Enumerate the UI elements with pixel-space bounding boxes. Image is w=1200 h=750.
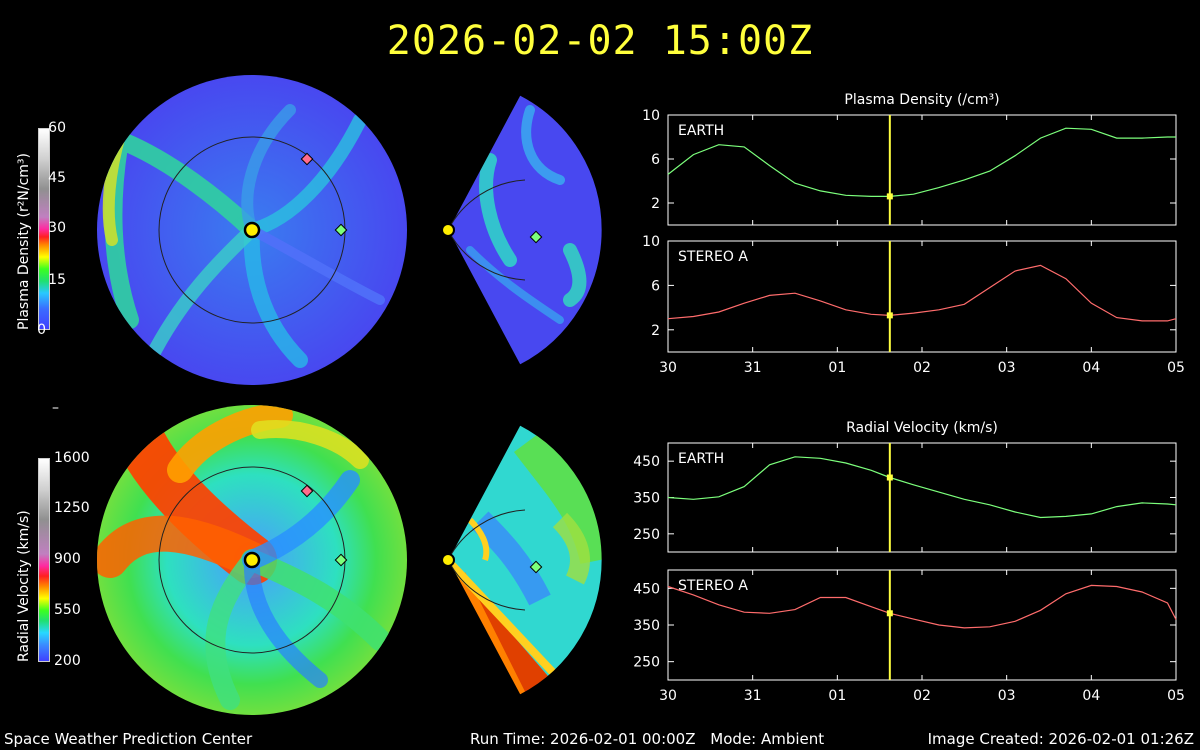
x-tick-label: 03 xyxy=(998,360,1016,376)
velocity-tick: 900 xyxy=(54,551,81,567)
density-meridional-wedge xyxy=(441,94,603,366)
y-tick-label: 250 xyxy=(633,527,660,543)
y-tick-label: 10 xyxy=(642,108,660,124)
density-tick: 30 xyxy=(48,220,66,236)
series-line xyxy=(667,264,1177,322)
density-tick: 60 xyxy=(48,120,66,136)
y-tick-label: 2 xyxy=(651,323,660,339)
footer-run-info: Run Time: 2026-02-01 00:00Z Mode: Ambien… xyxy=(470,730,834,748)
velocity-tick: 550 xyxy=(54,602,81,618)
panel-label: STEREO A xyxy=(678,249,748,265)
x-tick-label: 05 xyxy=(1167,360,1185,376)
panel-label: STEREO A xyxy=(678,578,748,594)
x-tick-label: 30 xyxy=(659,688,677,704)
velocity-tick: 1600 xyxy=(54,450,90,466)
y-tick-label: 350 xyxy=(633,618,660,634)
series-line xyxy=(667,584,1177,629)
series-line xyxy=(667,127,1176,197)
x-tick-label: 31 xyxy=(744,688,762,704)
panel-frame xyxy=(667,114,1177,226)
panel-label: EARTH xyxy=(678,123,724,139)
y-tick-label: 6 xyxy=(651,278,660,294)
velocity-ecliptic-disk xyxy=(97,405,407,715)
velocity-tick: 200 xyxy=(54,653,81,669)
panel-label: EARTH xyxy=(678,451,724,467)
velocity-meridional-wedge xyxy=(441,424,603,696)
cursor-marker xyxy=(886,193,893,200)
density-tick: 45 xyxy=(48,170,66,186)
y-tick-label: 350 xyxy=(633,491,660,507)
y-tick-label: 450 xyxy=(633,454,660,470)
series-line xyxy=(667,456,1177,519)
x-tick-label: 30 xyxy=(659,360,677,376)
x-tick-label: 04 xyxy=(1082,688,1100,704)
x-tick-label: 31 xyxy=(744,360,762,376)
chart-title: Radial Velocity (km/s) xyxy=(846,420,998,436)
x-tick-label: 03 xyxy=(998,688,1016,704)
separator-dash: – xyxy=(52,400,59,416)
y-tick-label: 10 xyxy=(642,234,660,250)
x-tick-label: 05 xyxy=(1167,688,1185,704)
density-tick: 0 xyxy=(37,322,46,338)
cursor-marker xyxy=(886,610,893,617)
run-time: Run Time: 2026-02-01 00:00Z xyxy=(470,730,696,748)
y-tick-label: 250 xyxy=(633,655,660,671)
y-tick-label: 450 xyxy=(633,581,660,597)
x-tick-label: 01 xyxy=(828,360,846,376)
footer-image-created: Image Created: 2026-02-01 01:26Z xyxy=(927,730,1194,748)
velocity-colorbar xyxy=(38,458,50,662)
x-tick-label: 02 xyxy=(913,688,931,704)
density-ecliptic-disk xyxy=(97,75,407,385)
panel-frame xyxy=(667,442,1177,553)
cursor-marker xyxy=(886,474,893,481)
y-tick-label: 6 xyxy=(651,152,660,168)
velocity-tick: 1250 xyxy=(54,500,90,516)
x-tick-label: 02 xyxy=(913,360,931,376)
x-tick-label: 04 xyxy=(1082,360,1100,376)
y-tick-label: 2 xyxy=(651,196,660,212)
density-colorbar xyxy=(38,128,50,330)
page-title: 2026-02-02 15:00Z xyxy=(386,18,814,64)
cursor-marker xyxy=(886,312,893,319)
chart-title: Plasma Density (/cm³) xyxy=(844,92,999,108)
density-tick: 15 xyxy=(48,272,66,288)
x-tick-label: 01 xyxy=(828,688,846,704)
run-mode: Mode: Ambient xyxy=(710,730,825,748)
footer-org: Space Weather Prediction Center xyxy=(4,730,253,748)
